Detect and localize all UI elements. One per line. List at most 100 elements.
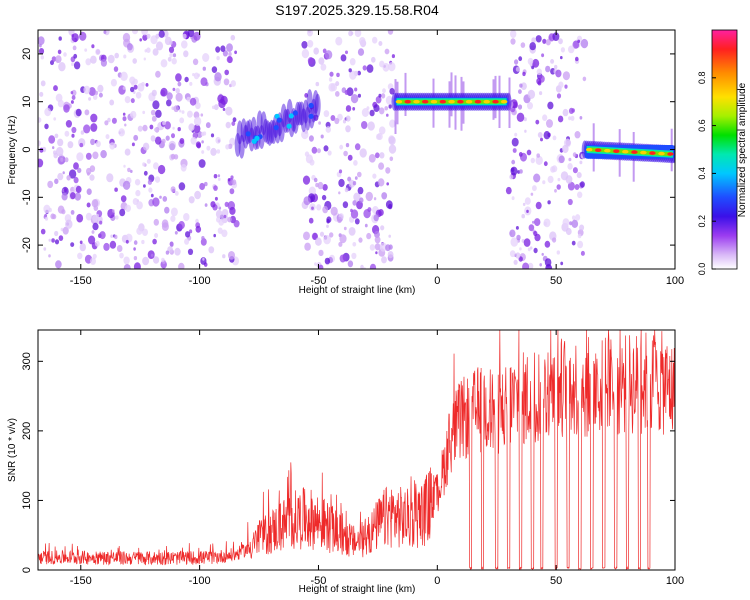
- noise-blob: [56, 146, 64, 157]
- noise-blob: [151, 115, 157, 122]
- noise-blob: [369, 109, 375, 117]
- noise-blob: [154, 233, 159, 238]
- noise-blob: [557, 177, 561, 182]
- noise-blob: [115, 215, 119, 220]
- noise-blob: [83, 124, 91, 134]
- noise-blob: [231, 121, 236, 126]
- noise-blob: [303, 196, 311, 206]
- noise-blob: [349, 58, 356, 66]
- noise-blob: [107, 54, 115, 64]
- noise-blob: [387, 30, 394, 35]
- colorbar-tick-label: 0.0: [697, 263, 707, 276]
- noise-blob: [558, 81, 564, 89]
- noise-blob: [65, 120, 72, 128]
- noise-blob: [105, 134, 110, 140]
- noise-blob: [569, 221, 573, 226]
- noise-blob: [119, 252, 124, 259]
- noise-blob: [58, 235, 64, 242]
- noise-blob: [217, 174, 221, 178]
- noise-blob: [560, 47, 566, 53]
- noise-blob: [186, 96, 191, 102]
- noise-blob: [318, 121, 321, 125]
- noise-blob: [79, 31, 87, 41]
- noise-blob: [532, 58, 540, 68]
- noise-blob: [200, 131, 205, 137]
- noise-blob: [146, 158, 151, 164]
- noise-blob: [576, 172, 582, 179]
- noise-blob: [577, 39, 581, 43]
- noise-blob: [44, 123, 49, 130]
- noise-blob: [220, 45, 226, 52]
- noise-blob: [174, 247, 181, 256]
- noise-blob: [77, 252, 83, 260]
- noise-blob: [200, 257, 207, 265]
- noise-blob: [175, 88, 180, 94]
- carrier-peak: [439, 99, 446, 104]
- noise-blob: [192, 58, 199, 66]
- noise-blob: [143, 170, 148, 176]
- noise-blob: [354, 143, 361, 151]
- noise-blob: [505, 186, 512, 195]
- noise-blob: [110, 234, 114, 238]
- spectrogram-xtick-label: 100: [666, 275, 684, 287]
- noise-blob: [511, 159, 516, 165]
- noise-blob: [542, 38, 547, 44]
- noise-blob: [121, 130, 124, 134]
- noise-blob: [181, 40, 188, 49]
- spectrogram-marks: [38, 30, 675, 269]
- noise-blob: [65, 219, 73, 229]
- noise-blob: [391, 54, 395, 59]
- noise-blob: [337, 216, 342, 224]
- noise-blob: [510, 38, 516, 45]
- noise-blob: [122, 180, 131, 190]
- snr-ylabel: SNR (10 * v/v): [7, 418, 18, 482]
- noise-blob: [61, 192, 68, 201]
- noise-blob: [47, 180, 54, 189]
- noise-blob: [103, 242, 110, 251]
- noise-blob: [133, 240, 138, 245]
- noise-blob: [95, 213, 99, 218]
- noise-blob: [572, 167, 578, 174]
- noise-blob: [325, 126, 331, 133]
- noise-blob: [63, 104, 70, 113]
- noise-blob: [201, 150, 205, 154]
- snr-panel: -150 -100 -50 0 50 100 0 100 200 300 Height of st…: [7, 329, 684, 595]
- noise-blob: [384, 48, 390, 55]
- noise-blob: [213, 233, 216, 238]
- noise-blob: [218, 177, 221, 181]
- noise-blob: [184, 238, 190, 245]
- carrier-peak: [474, 99, 482, 104]
- noise-blob: [519, 83, 523, 88]
- noise-blob: [357, 93, 361, 98]
- noise-blob: [230, 34, 236, 41]
- noise-blob: [378, 209, 384, 216]
- snr-ytick-label: 0: [21, 567, 33, 573]
- noise-blob: [161, 219, 169, 228]
- noise-blob: [530, 192, 534, 196]
- noise-blob: [389, 119, 396, 128]
- noise-blob: [560, 261, 564, 266]
- noise-blob: [579, 160, 583, 165]
- noise-blob: [220, 95, 228, 105]
- spectrogram-ytick-label: -10: [21, 189, 33, 205]
- noise-blob: [311, 146, 318, 154]
- noise-blob: [133, 84, 138, 90]
- noise-blob: [320, 134, 324, 139]
- noise-blob: [545, 65, 551, 73]
- noise-blob: [535, 201, 542, 210]
- noise-blob: [556, 93, 562, 99]
- noise-blob: [48, 238, 51, 242]
- carrier-peak: [457, 99, 464, 104]
- noise-blob: [365, 191, 373, 202]
- noise-blob: [307, 57, 314, 65]
- noise-blob: [197, 73, 201, 77]
- noise-blob: [52, 146, 55, 150]
- noise-blob: [570, 115, 575, 121]
- noise-blob: [326, 216, 332, 223]
- noise-blob: [536, 153, 540, 158]
- snr-frame: [37, 329, 676, 571]
- carrier-peak: [631, 150, 638, 154]
- noise-blob: [153, 128, 157, 132]
- noise-blob: [511, 196, 515, 201]
